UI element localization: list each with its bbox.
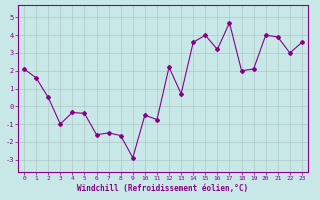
X-axis label: Windchill (Refroidissement éolien,°C): Windchill (Refroidissement éolien,°C): [77, 184, 249, 193]
